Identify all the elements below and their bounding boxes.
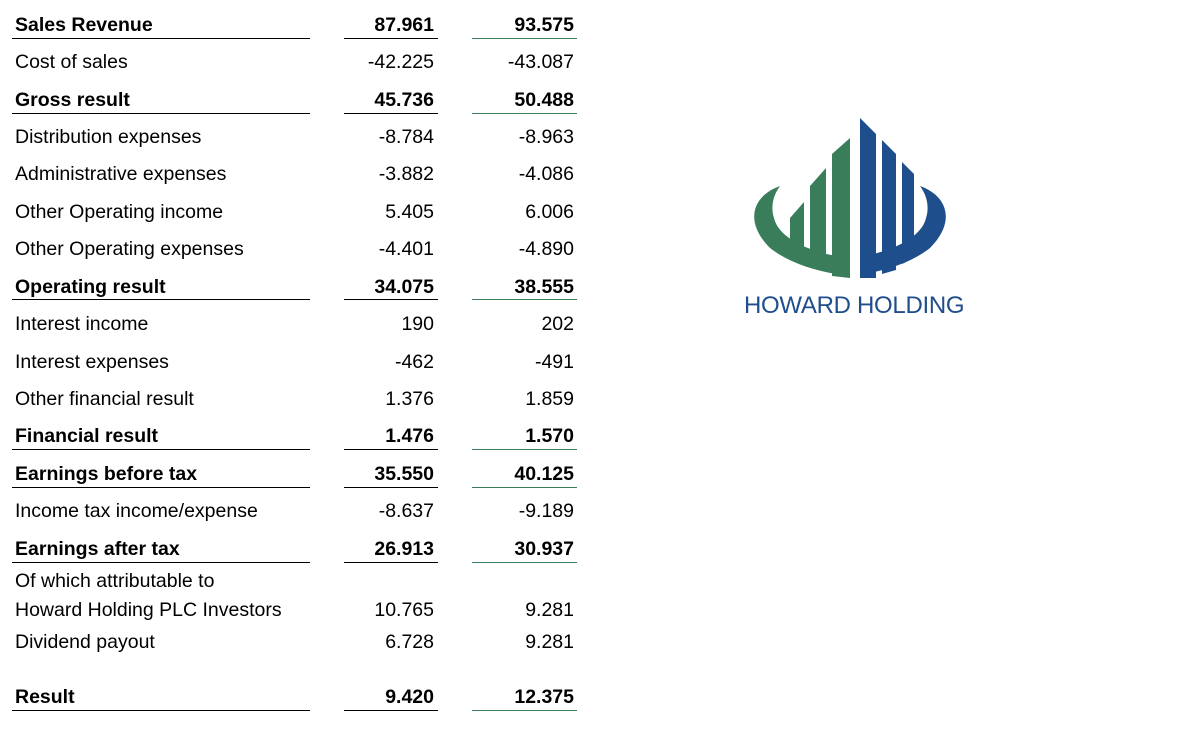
row-label: Dividend payout xyxy=(15,631,155,653)
row-value-col1: 190 xyxy=(401,313,434,335)
row-value-col1: -4.401 xyxy=(378,238,434,260)
underline-rule xyxy=(12,113,310,114)
row-value-col2: -4.086 xyxy=(518,163,574,185)
underline-rule xyxy=(344,113,438,114)
row-value-col2: -9.189 xyxy=(518,500,574,522)
row-value-col2: 1.859 xyxy=(525,388,574,410)
underline-rule xyxy=(472,710,577,711)
row-value-col1: 5.405 xyxy=(385,201,434,223)
row-value-col2: 40.125 xyxy=(514,463,574,485)
row-value-col1: -42.225 xyxy=(367,51,434,73)
row-value-col2: 1.570 xyxy=(525,425,574,447)
row-value-col2: 50.488 xyxy=(514,89,574,111)
income-statement: Sales Revenue 87.961 93.575 Cost of sale… xyxy=(12,14,577,711)
row-value-col1: 6.728 xyxy=(385,631,434,653)
building-skyline-logo-icon xyxy=(740,110,980,330)
row-label: Income tax income/expense xyxy=(15,500,258,522)
row-label: Financial result xyxy=(15,425,159,447)
row-value-col2: 12.375 xyxy=(514,686,574,708)
brand-name: HOWARD HOLDING xyxy=(744,292,965,319)
row-label: Howard Holding PLC Investors xyxy=(15,599,282,621)
row-value-col2: 93.575 xyxy=(514,14,574,36)
row-value-col1: -8.784 xyxy=(378,126,434,148)
row-label: Of which attributable to xyxy=(15,570,215,592)
underline-rule xyxy=(472,299,577,300)
underline-rule xyxy=(472,487,577,488)
row-value-col1: 87.961 xyxy=(374,14,434,36)
row-value-col1: -3.882 xyxy=(378,163,434,185)
row-value-col2: 6.006 xyxy=(525,201,574,223)
underline-rule xyxy=(12,562,310,563)
row-value-col1: 1.476 xyxy=(385,425,434,447)
underline-rule xyxy=(472,38,577,39)
underline-rule xyxy=(472,449,577,450)
row-value-col1: 35.550 xyxy=(374,463,434,485)
row-value-col2: -4.890 xyxy=(518,238,574,260)
row-value-col2: -43.087 xyxy=(507,51,574,73)
row-value-col2: 202 xyxy=(541,313,574,335)
row-value-col2: 30.937 xyxy=(514,538,574,560)
underline-rule xyxy=(12,710,310,711)
row-label: Earnings after tax xyxy=(15,538,180,560)
row-value-col1: 26.913 xyxy=(374,538,434,560)
row-value-col1: 45.736 xyxy=(374,89,434,111)
row-value-col1: 1.376 xyxy=(385,388,434,410)
row-value-col2: -491 xyxy=(534,351,574,373)
row-label: Other financial result xyxy=(15,388,194,410)
underline-rule xyxy=(344,710,438,711)
underline-rule xyxy=(12,38,310,39)
row-value-col2: 9.281 xyxy=(525,599,574,621)
row-label: Gross result xyxy=(15,89,130,111)
row-label: Cost of sales xyxy=(15,51,128,73)
row-label: Sales Revenue xyxy=(15,14,153,36)
underline-rule xyxy=(344,299,438,300)
row-value-col1: 10.765 xyxy=(374,599,434,621)
underline-rule xyxy=(12,449,310,450)
underline-rule xyxy=(344,38,438,39)
row-label: Operating result xyxy=(15,276,166,298)
row-label: Interest expenses xyxy=(15,351,169,373)
underline-rule xyxy=(472,562,577,563)
row-label: Earnings before tax xyxy=(15,463,198,485)
underline-rule xyxy=(12,487,310,488)
underline-rule xyxy=(344,487,438,488)
row-value-col1: 9.420 xyxy=(385,686,434,708)
row-label: Other Operating expenses xyxy=(15,238,244,260)
row-value-col2: 9.281 xyxy=(525,631,574,653)
row-value-col2: -8.963 xyxy=(518,126,574,148)
row-label: Other Operating income xyxy=(15,201,224,223)
underline-rule xyxy=(344,562,438,563)
row-value-col2: 38.555 xyxy=(514,276,574,298)
row-label: Administrative expenses xyxy=(15,163,227,185)
row-label: Result xyxy=(15,686,75,708)
underline-rule xyxy=(344,449,438,450)
row-value-col1: -462 xyxy=(394,351,434,373)
row-label: Interest income xyxy=(15,313,149,335)
row-value-col1: -8.637 xyxy=(378,500,434,522)
row-label: Distribution expenses xyxy=(15,126,202,148)
underline-rule xyxy=(472,113,577,114)
row-value-col1: 34.075 xyxy=(374,276,434,298)
underline-rule xyxy=(12,299,310,300)
